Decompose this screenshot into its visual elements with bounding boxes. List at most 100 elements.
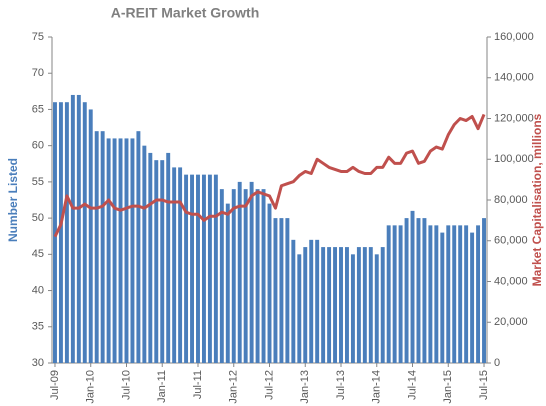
bar [339, 247, 343, 363]
bar [184, 174, 189, 363]
bar [231, 189, 236, 363]
bar [309, 239, 314, 363]
bar [273, 218, 278, 363]
bar [291, 239, 296, 363]
bar [482, 218, 486, 363]
y2-tick-label: 0 [494, 357, 500, 369]
x-tick-label: Jul-09 [49, 370, 61, 400]
bar [160, 160, 165, 363]
x-tick-label: Jan-11 [156, 370, 168, 403]
y-tick-label: 30 [32, 357, 44, 369]
bar [303, 247, 308, 363]
bar [106, 138, 111, 363]
bar [285, 218, 290, 363]
y-tick-label: 75 [32, 31, 44, 43]
bar [452, 225, 457, 363]
chart-title: A-REIT Market Growth [111, 5, 260, 21]
bar [297, 254, 302, 363]
bar [321, 247, 326, 363]
bar [428, 225, 433, 363]
bar [53, 102, 57, 363]
bar [70, 94, 75, 363]
bar [124, 138, 129, 363]
bar [368, 247, 373, 363]
bar [476, 225, 481, 363]
x-tick-label: Jul-15 [478, 370, 490, 400]
bar [172, 167, 177, 363]
y-tick-label: 40 [32, 284, 44, 296]
bar [386, 225, 391, 363]
bar [88, 109, 93, 363]
bar [315, 239, 320, 363]
bar [207, 174, 212, 363]
y2-tick-label: 20,000 [494, 316, 528, 328]
bar [118, 138, 123, 363]
x-tick-label: Jan-15 [442, 370, 454, 404]
bar [94, 131, 99, 363]
y-tick-label: 50 [32, 212, 44, 224]
bar [398, 225, 403, 363]
x-tick-label: Jul-10 [120, 370, 132, 400]
y2-tick-label: 80,000 [494, 194, 528, 206]
bar [112, 138, 117, 363]
bar [458, 225, 463, 363]
bar [404, 218, 409, 363]
bar [190, 174, 195, 363]
bar [422, 218, 427, 363]
x-tick-label: Jul-14 [406, 370, 418, 400]
bar [255, 189, 260, 363]
bar [392, 225, 397, 363]
x-tick-label: Jan-14 [371, 370, 383, 404]
bar [196, 174, 200, 363]
y2-tick-label: 60,000 [494, 235, 528, 247]
y-tick-label: 35 [32, 321, 44, 333]
bar [464, 225, 469, 363]
x-tick-label: Jan-13 [299, 370, 311, 404]
bar [362, 247, 367, 363]
bar [76, 94, 81, 363]
bar [356, 247, 361, 363]
x-tick-label: Jul-11 [192, 370, 204, 399]
bar [279, 218, 284, 363]
bar [416, 218, 421, 363]
y2-tick-label: 40,000 [494, 275, 528, 287]
y2-tick-label: 100,000 [494, 153, 534, 165]
bar [410, 210, 415, 363]
x-tick-label: Jan-10 [85, 370, 97, 404]
bar [142, 145, 147, 363]
bar [213, 174, 218, 363]
bar [148, 152, 153, 363]
bar [166, 152, 171, 363]
bar [440, 232, 445, 363]
bar [243, 189, 248, 363]
bar [261, 189, 266, 363]
y-tick-label: 70 [32, 67, 44, 79]
x-tick-label: Jul-12 [263, 370, 275, 400]
bar [136, 131, 141, 363]
bar [64, 102, 69, 363]
bar [333, 247, 338, 363]
bar [327, 247, 332, 363]
bar [130, 138, 135, 363]
bar [58, 102, 63, 363]
line [53, 113, 486, 238]
bar [225, 203, 230, 363]
bar [380, 247, 385, 363]
y-tick-label: 65 [32, 103, 44, 115]
x-tick-label: Jan-12 [228, 370, 240, 404]
bar [470, 232, 475, 363]
bar [267, 203, 272, 363]
y-axis-label: Number Listed [6, 158, 20, 242]
bar [178, 167, 183, 363]
bar [237, 181, 242, 363]
bar [249, 181, 254, 363]
bar [344, 247, 349, 363]
x-tick-label: Jul-13 [335, 370, 347, 400]
bar [446, 225, 451, 363]
bar [434, 225, 439, 363]
y2-tick-label: 160,000 [494, 31, 534, 43]
bar [219, 189, 224, 363]
bar [350, 254, 355, 363]
y2-axis-label: Market Capitalisation, millions [530, 113, 544, 286]
